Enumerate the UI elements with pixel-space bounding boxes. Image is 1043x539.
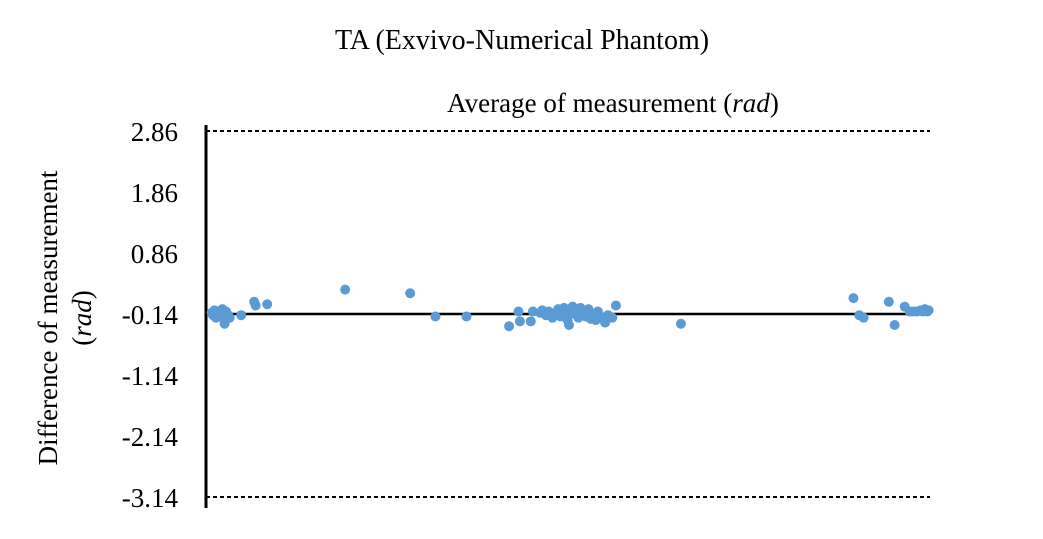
data-point [923,305,934,316]
x-axis-label: Average of measurement (rad) [447,88,779,118]
y-axis-unit-label: (rad) [67,290,97,346]
y-tick-label: 2.86 [131,117,178,147]
data-point [564,319,574,330]
data-point [340,284,351,295]
y-tick-label: -3.14 [122,483,179,513]
x-axis-label-unit: rad [732,88,770,118]
data-points [206,284,934,332]
x-axis-label-close-paren: ) [770,88,779,118]
data-point [262,299,273,310]
y-axis-label-group: Difference of measurement (rad) [33,170,97,465]
y-axis-unit: rad [67,299,97,337]
data-point [848,293,859,304]
data-point [525,316,536,327]
y-tick-labels: 2.86 1.86 0.86 -0.14 -1.14 -2.14 -3.14 [122,117,179,513]
data-point [250,300,261,311]
data-point [224,312,235,323]
data-point [514,316,525,327]
y-tick-label: 0.86 [131,239,178,269]
data-point [504,321,515,332]
data-point [513,306,524,317]
y-axis-label: Difference of measurement [33,170,63,465]
y-tick-label: -0.14 [122,300,179,330]
data-point [461,311,472,322]
chart-title: TA (Exvivo-Numerical Phantom) [335,25,709,56]
data-point [236,310,247,321]
x-axis-label-open-paren: ( [717,88,733,118]
y-axis-unit-close-paren: ) [67,290,97,299]
y-tick-label: -1.14 [122,361,179,391]
y-tick-label: 1.86 [131,178,178,208]
y-axis-unit-open-paren: ( [67,337,97,346]
data-point [607,312,618,323]
data-point [675,318,686,329]
data-point [430,311,441,322]
data-point [883,296,894,307]
x-axis-label-text: Average of measurement [447,88,717,118]
data-point [858,312,869,323]
data-point [610,300,621,311]
data-point [405,288,416,299]
y-tick-label: -2.14 [122,422,179,452]
data-point [889,319,900,330]
